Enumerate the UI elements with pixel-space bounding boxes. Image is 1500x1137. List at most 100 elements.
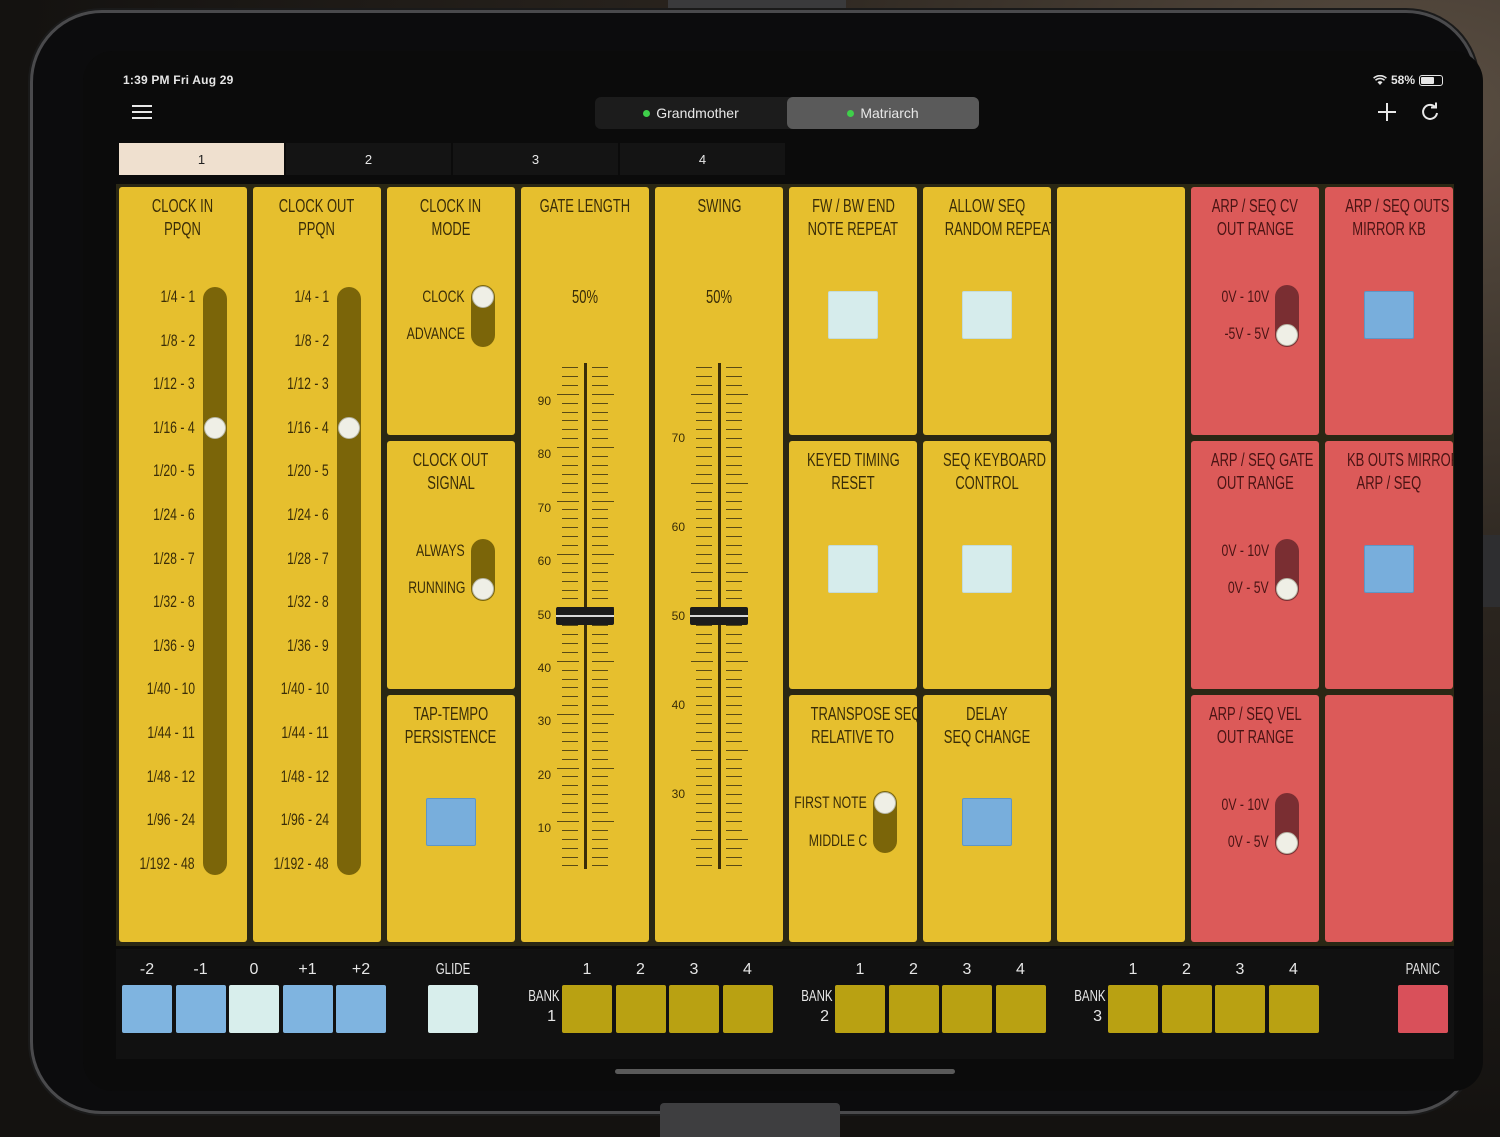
fw-bw-toggle[interactable] xyxy=(828,291,878,339)
scale-tick xyxy=(592,865,608,867)
transpose-seq-toggle[interactable] xyxy=(873,791,897,853)
ppqn-option[interactable]: 1/192 - 48 xyxy=(139,853,195,873)
tab-grandmother[interactable]: Grandmother xyxy=(595,97,787,129)
slider-knob[interactable] xyxy=(338,417,360,439)
ppqn-option[interactable]: 1/44 - 11 xyxy=(147,723,195,742)
scale-tick xyxy=(726,794,742,796)
hamburger-menu-icon[interactable] xyxy=(126,96,158,128)
arp-seq-outs-toggle[interactable] xyxy=(1364,291,1414,339)
panic-button[interactable] xyxy=(1398,985,1448,1033)
octave-button[interactable] xyxy=(336,985,386,1033)
arp-seq-cv-toggle[interactable] xyxy=(1275,285,1299,347)
allow-seq-toggle[interactable] xyxy=(962,291,1012,339)
toggle-knob[interactable] xyxy=(874,792,896,814)
swing-fader[interactable] xyxy=(690,607,748,625)
toggle-knob[interactable] xyxy=(1276,324,1298,346)
bank-slot-button[interactable] xyxy=(995,985,1046,1033)
page-tab-2[interactable]: 2 xyxy=(286,143,451,175)
arp-seq-vel-toggle[interactable] xyxy=(1275,793,1299,855)
bank-slot-button[interactable] xyxy=(835,985,885,1033)
octave-button[interactable] xyxy=(229,985,279,1033)
scale-tick xyxy=(562,527,578,529)
delay-seq-toggle[interactable] xyxy=(962,798,1012,846)
ppqn-option[interactable]: 1/32 - 8 xyxy=(153,592,195,612)
scale-label: 60 xyxy=(537,554,551,569)
bank-slot-button[interactable] xyxy=(1268,985,1319,1033)
ppqn-option[interactable]: 1/96 - 24 xyxy=(146,810,195,830)
bank-slot-button[interactable] xyxy=(1161,985,1212,1033)
ppqn-option[interactable]: 1/12 - 3 xyxy=(287,374,329,394)
ppqn-option[interactable]: 1/28 - 7 xyxy=(287,548,329,568)
scale-tick xyxy=(592,438,608,440)
ppqn-option[interactable]: 1/96 - 24 xyxy=(280,810,329,830)
bank-slot-button[interactable] xyxy=(669,985,719,1033)
toggle-knob[interactable] xyxy=(1276,832,1298,854)
bank-slot-button[interactable] xyxy=(615,985,666,1033)
octave-button[interactable] xyxy=(282,985,333,1033)
ppqn-option[interactable]: 1/16 - 4 xyxy=(287,417,329,437)
ppqn-option[interactable]: 1/24 - 6 xyxy=(153,505,195,524)
scale-tick xyxy=(696,829,712,831)
octave-button[interactable] xyxy=(175,985,226,1033)
octave-button[interactable] xyxy=(122,985,172,1033)
scale-tick xyxy=(691,838,713,840)
ppqn-option[interactable]: 1/192 - 48 xyxy=(273,853,329,873)
bank-slot-button[interactable] xyxy=(562,985,612,1033)
tap-tempo-toggle[interactable] xyxy=(426,798,476,846)
tab-matriarch[interactable]: Matriarch xyxy=(787,97,979,129)
ppqn-option[interactable]: 1/40 - 10 xyxy=(146,679,195,699)
ppqn-option[interactable]: 1/40 - 10 xyxy=(280,679,329,699)
ppqn-option[interactable]: 1/20 - 5 xyxy=(153,461,195,481)
ppqn-option[interactable]: 1/24 - 6 xyxy=(287,505,329,524)
ppqn-option[interactable]: 1/8 - 2 xyxy=(294,330,329,350)
ppqn-option[interactable]: 1/12 - 3 xyxy=(153,374,195,394)
ppqn-option[interactable]: 1/28 - 7 xyxy=(153,548,195,568)
ppqn-option[interactable]: 1/48 - 12 xyxy=(280,766,329,786)
bank-slot-button[interactable] xyxy=(888,985,939,1033)
scale-tick xyxy=(696,562,712,564)
scale-tick xyxy=(726,856,742,858)
ppqn-option[interactable]: 1/4 - 1 xyxy=(294,287,329,306)
page-tab-4[interactable]: 4 xyxy=(620,143,785,175)
ppqn-slider-track[interactable] xyxy=(203,287,227,875)
arp-seq-gate-toggle[interactable] xyxy=(1275,539,1299,601)
scale-tick xyxy=(696,420,712,422)
keyed-timing-toggle[interactable] xyxy=(828,545,878,593)
page-tab-3[interactable]: 3 xyxy=(453,143,618,175)
scale-tick xyxy=(592,856,608,858)
plus-icon[interactable] xyxy=(1371,96,1403,128)
bank-slot-button[interactable] xyxy=(1215,985,1265,1033)
glide-button[interactable] xyxy=(428,985,478,1033)
ppqn-option[interactable]: 1/48 - 12 xyxy=(146,766,195,786)
ppqn-option[interactable]: 1/20 - 5 xyxy=(287,461,329,481)
bank-slot-button[interactable] xyxy=(1108,985,1158,1033)
scale-tick xyxy=(696,847,712,849)
slider-knob[interactable] xyxy=(204,417,226,439)
ppqn-option[interactable]: 1/32 - 8 xyxy=(287,592,329,612)
ppqn-option[interactable]: 1/4 - 1 xyxy=(160,287,195,306)
ppqn-slider-track[interactable] xyxy=(337,287,361,875)
bank-slot-button[interactable] xyxy=(722,985,773,1033)
bank-slot-button[interactable] xyxy=(942,985,992,1033)
ppqn-option[interactable]: 1/44 - 11 xyxy=(281,723,329,742)
ppqn-option[interactable]: 1/8 - 2 xyxy=(160,330,195,350)
gate-length-fader[interactable] xyxy=(556,607,614,625)
kb-outs-toggle[interactable] xyxy=(1364,545,1414,593)
scale-tick xyxy=(562,571,578,573)
clock-out-signal-toggle[interactable] xyxy=(471,539,495,601)
ppqn-option[interactable]: 1/36 - 9 xyxy=(287,635,329,655)
clock-in-mode-toggle[interactable] xyxy=(471,285,495,347)
scale-tick xyxy=(592,420,608,422)
page-tab-1[interactable]: 1 xyxy=(119,143,284,175)
refresh-icon[interactable] xyxy=(1414,96,1446,128)
scale-tick xyxy=(592,473,608,475)
toggle-knob[interactable] xyxy=(1276,578,1298,600)
toggle-knob[interactable] xyxy=(472,578,494,600)
scale-tick xyxy=(726,642,742,644)
ppqn-option[interactable]: 1/16 - 4 xyxy=(153,417,195,437)
seq-keyboard-toggle[interactable] xyxy=(962,545,1012,593)
scale-tick xyxy=(726,562,742,564)
toggle-knob[interactable] xyxy=(472,286,494,308)
scale-tick xyxy=(592,794,608,796)
ppqn-option[interactable]: 1/36 - 9 xyxy=(153,635,195,655)
